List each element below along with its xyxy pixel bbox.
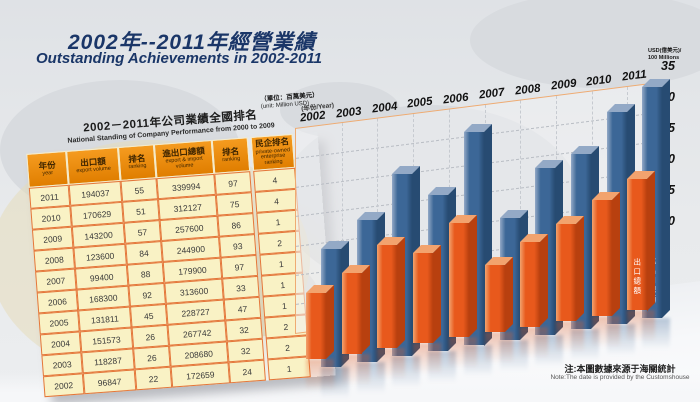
bar-export-2005-side-face [433,245,442,343]
bar-export-2008-side-face [540,234,549,327]
year-label-2009: 2009 [549,77,577,93]
source-note-english: Note:The date is provided by the Customs… [550,374,690,381]
bar-export-2002-reflection [306,359,334,401]
bar-export-2002 [306,285,334,359]
page-title-english: Outstanding Achievements in 2002-2011 [36,50,322,67]
value-axis-title: USD(億美元)/ 100 Millions [648,48,700,62]
bar-export-2008-reflection [520,326,549,369]
tick-35: 35 [661,59,675,73]
bar-export-2003-reflection [341,353,370,396]
bar-export-2010-side-face [611,191,620,316]
bar-export-2011-reflection [627,310,656,353]
bar-export-2010 [591,191,620,316]
bar-export-2009-side-face [575,216,584,322]
bar-export-2004-side-face [397,236,406,349]
bar-total-2002-reflection [321,367,349,402]
bar-export-2006-reflection [448,337,477,380]
page-title-chinese: 2002年--2011年經營業績 [68,31,316,54]
bar-export-2006 [448,215,477,338]
value-axis-title-line1: USD(億美元)/ [648,48,682,54]
year-label-2011: 2011 [621,68,648,84]
year-label-2003: 2003 [335,104,363,121]
bar-total-2005-reflection [428,350,457,393]
bar-export-2007-side-face [504,256,513,332]
bar-export-2008 [520,234,549,327]
bar-export-2006-side-face [468,215,477,338]
bar-export-2011: 出口總額 [627,170,656,311]
bar-total-2011-side-face [662,79,671,319]
year-label-2004: 2004 [370,100,398,116]
year-label-2010: 2010 [585,73,613,89]
bar-total-2004-reflection [392,356,421,399]
bar-export-2004 [377,236,406,349]
bar-export-2010-reflection [591,315,620,358]
bar-export-2002-side-face [326,285,334,359]
year-label-2007: 2007 [478,86,506,102]
bar-export-2011-side-face [647,170,656,311]
bar-total-2003-reflection [356,361,385,402]
bar-export-2005-reflection [413,342,442,385]
bar-total-2009-reflection [570,329,599,372]
bar-export-2005 [413,245,442,343]
bar-total-2011-reflection [642,318,671,361]
value-axis-title-line2: 100 Millions [648,54,680,61]
bar-export-2003-side-face [361,265,370,354]
bar-total-2006-reflection [463,345,492,388]
bar-export-2007-reflection [484,332,513,374]
bar-export-2003 [341,265,370,354]
bar-total-2008-reflection [535,334,564,377]
year-label-2006: 2006 [442,91,470,107]
source-note-chinese: 注:本圖數據來源于海關統計 [564,364,676,374]
year-label-2008: 2008 [514,82,542,98]
bar-export-2011-label: 出口總額 [632,258,642,297]
bar-export-2009-reflection [555,321,584,364]
year-label-2005: 2005 [406,95,434,111]
bar-export-2007 [484,256,513,332]
bar-total-2007-reflection [499,340,528,382]
bar-export-2009 [555,216,584,322]
bar-export-2004-reflection [377,348,406,391]
bar-total-2010-reflection [606,323,635,366]
